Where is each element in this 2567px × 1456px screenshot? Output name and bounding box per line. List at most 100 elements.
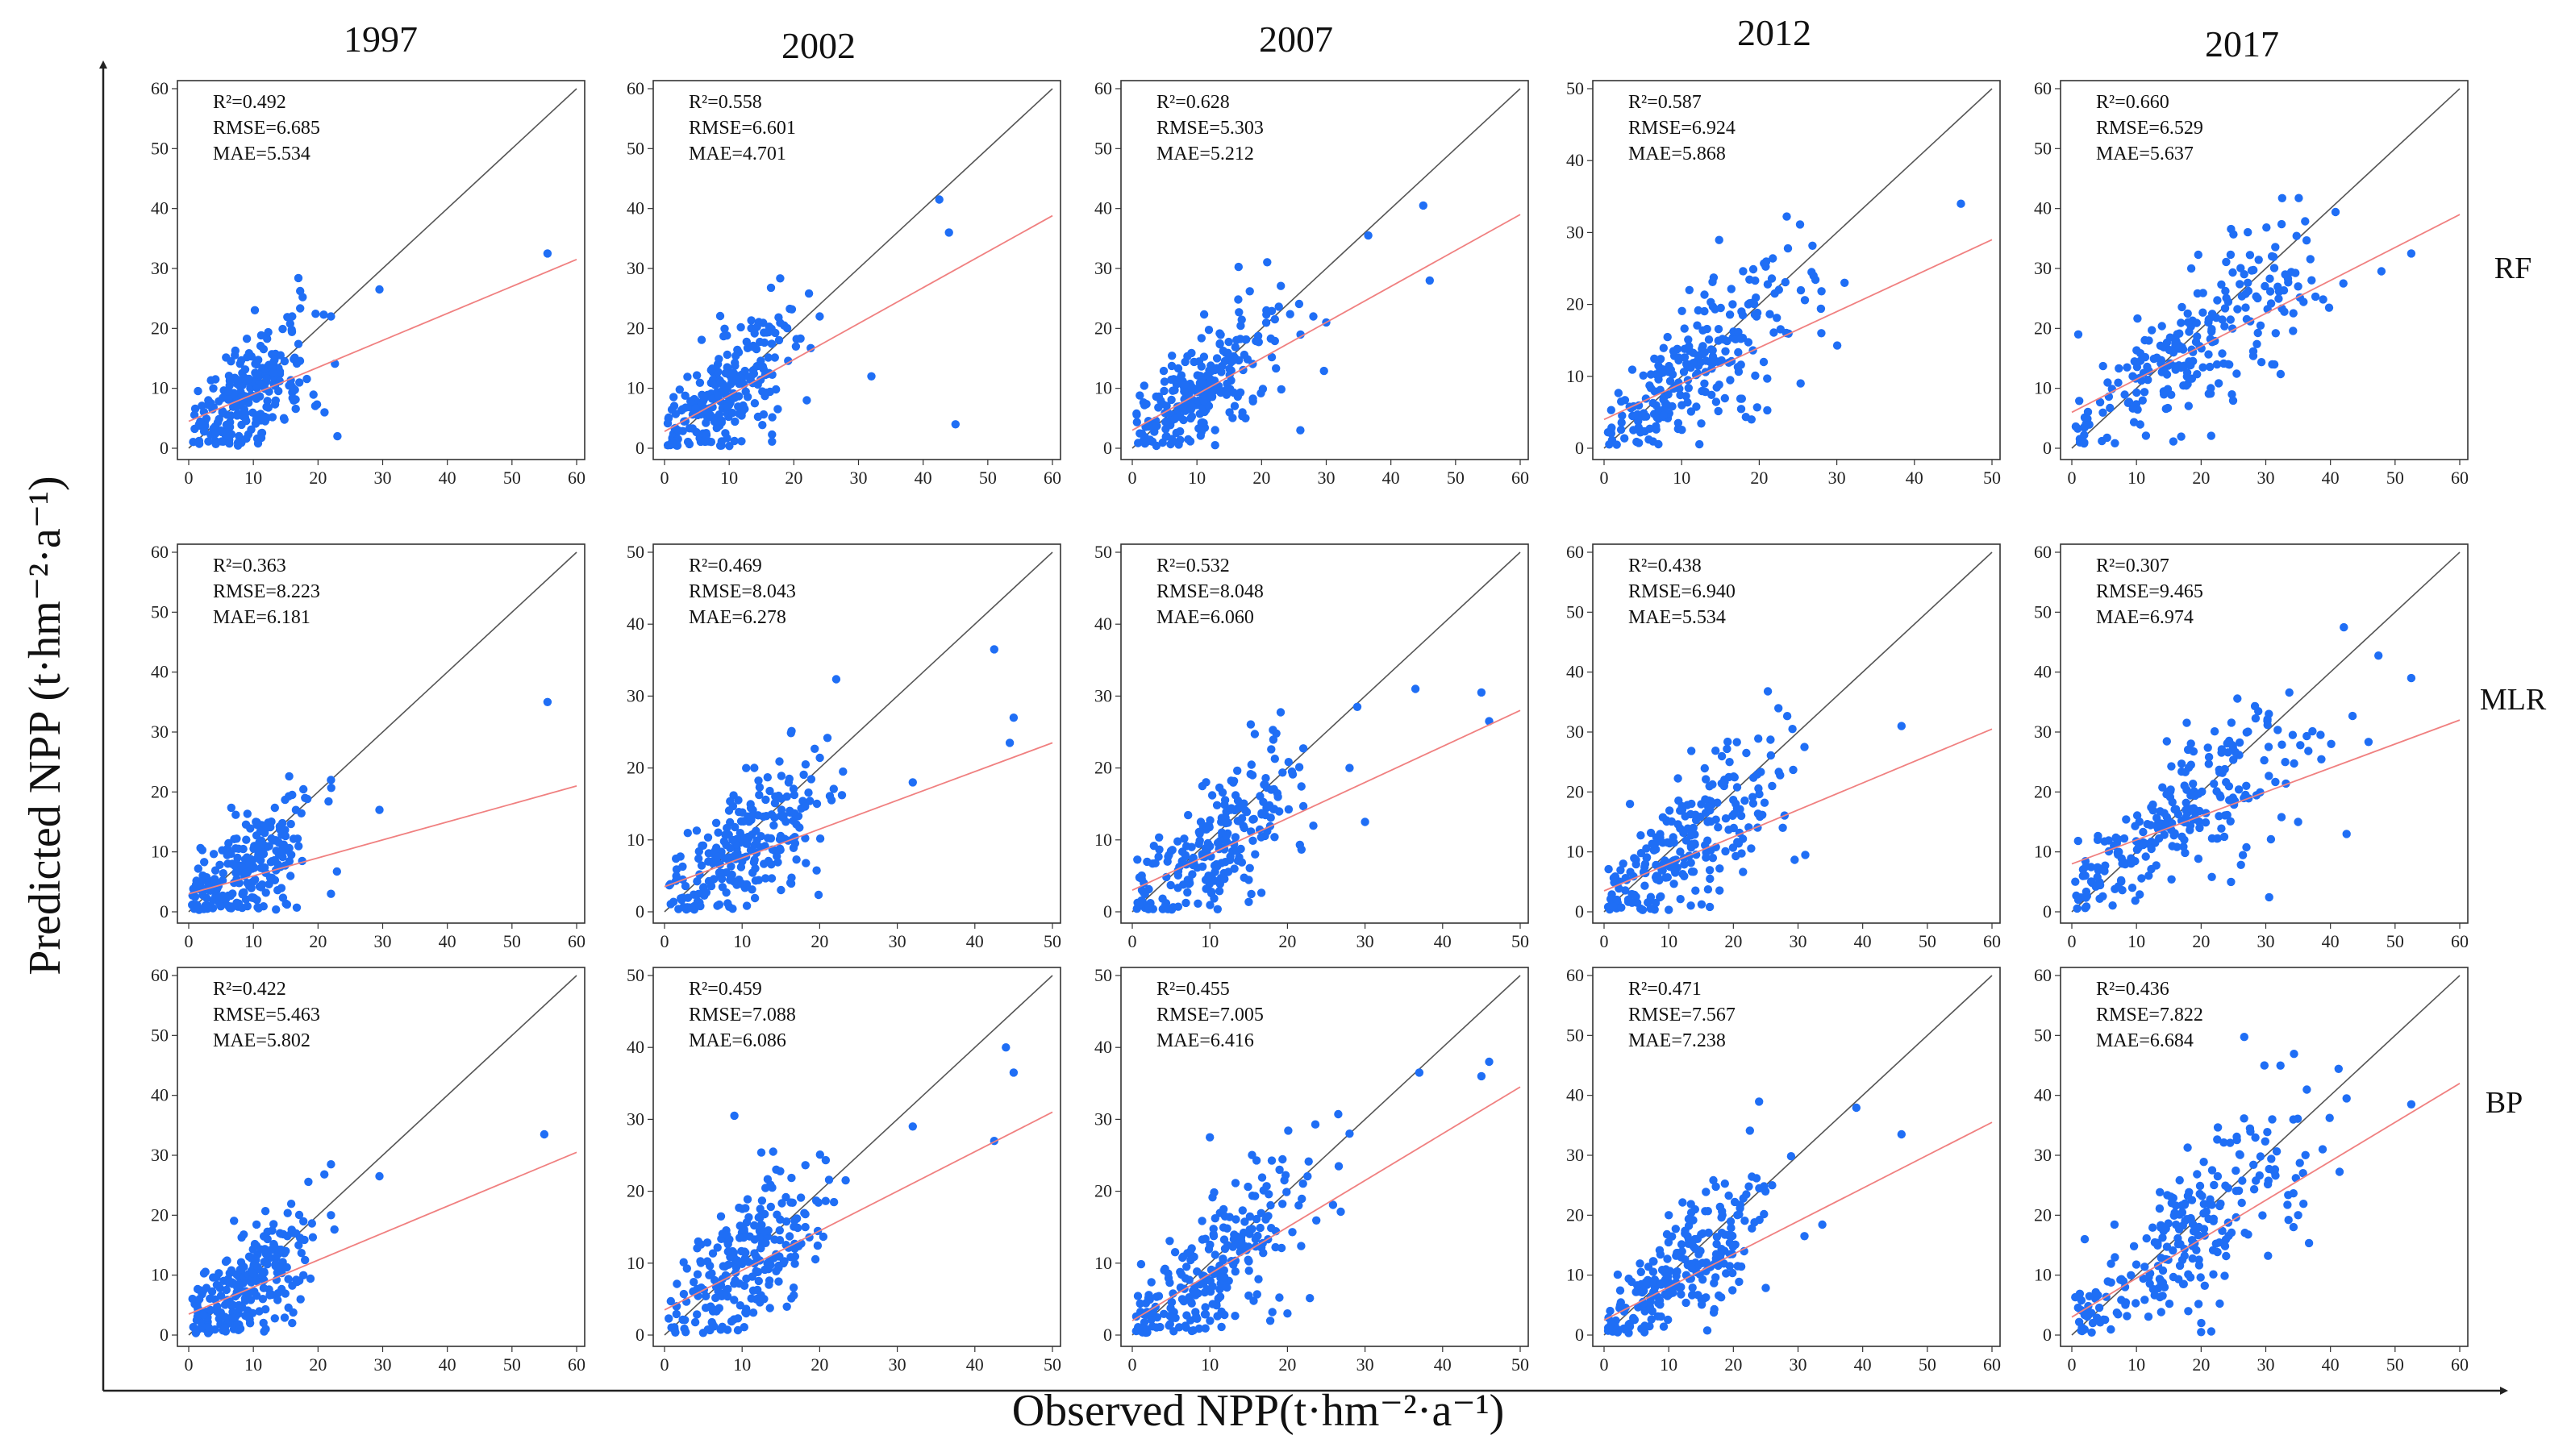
data-point xyxy=(1725,1262,1735,1271)
data-point xyxy=(204,437,213,446)
data-point xyxy=(777,794,786,803)
data-point xyxy=(714,828,723,837)
data-point xyxy=(2281,758,2290,767)
x-tick-label: 50 xyxy=(2386,1354,2404,1375)
data-point xyxy=(2213,296,2222,305)
fit-line xyxy=(1603,1121,1993,1321)
y-tick-label: 30 xyxy=(2034,1145,2052,1165)
data-point xyxy=(1197,418,1206,427)
data-point xyxy=(241,820,251,829)
y-tick-label: 40 xyxy=(1566,662,1584,682)
data-point xyxy=(1688,1283,1697,1292)
data-point xyxy=(2129,1242,2139,1251)
plot-frame xyxy=(652,543,1061,924)
data-point xyxy=(2255,1171,2264,1180)
y-tick-label: 0 xyxy=(1103,901,1112,921)
data-point xyxy=(2137,874,2146,883)
data-point xyxy=(1183,888,1192,897)
data-point xyxy=(2264,1251,2273,1260)
data-point xyxy=(1170,414,1179,423)
data-point xyxy=(812,799,822,809)
data-point xyxy=(375,805,384,814)
plot-frame xyxy=(652,80,1061,460)
data-point xyxy=(1744,338,1753,347)
y-tick-label: 30 xyxy=(627,685,644,705)
data-point xyxy=(2180,1200,2190,1209)
data-point xyxy=(1605,440,1614,449)
data-point xyxy=(1296,330,1305,339)
data-point xyxy=(201,1267,210,1276)
data-point xyxy=(2148,1223,2157,1232)
data-point xyxy=(2264,743,2273,751)
data-point xyxy=(1273,792,1282,801)
data-point xyxy=(743,1195,752,1204)
data-point xyxy=(204,400,213,410)
x-tick-label: 30 xyxy=(2257,468,2275,488)
data-point xyxy=(2132,363,2142,372)
data-point xyxy=(790,1216,799,1225)
data-point xyxy=(1630,890,1639,900)
data-point xyxy=(1678,1198,1687,1207)
data-point xyxy=(2199,1208,2208,1218)
x-tick-label: 20 xyxy=(309,468,327,488)
data-point xyxy=(792,335,801,343)
data-point xyxy=(2246,1127,2255,1136)
y-tick-label: 10 xyxy=(2034,1265,2052,1285)
data-point xyxy=(2222,257,2231,267)
data-point xyxy=(761,1265,769,1275)
data-point xyxy=(2238,851,2248,859)
data-point xyxy=(1248,815,1257,824)
data-point xyxy=(2147,844,2156,854)
data-point xyxy=(1194,387,1203,396)
data-point xyxy=(1690,839,1699,848)
data-point xyxy=(1211,1250,1220,1259)
data-point xyxy=(1681,1255,1690,1264)
year-label: 2012 xyxy=(1737,12,1811,53)
data-point xyxy=(222,1285,231,1295)
data-point xyxy=(2183,1143,2192,1152)
data-point xyxy=(801,1222,810,1232)
data-point xyxy=(779,1258,788,1268)
data-point xyxy=(2301,217,2310,226)
data-point xyxy=(769,821,778,830)
data-point xyxy=(2193,1170,2202,1179)
data-point xyxy=(1270,336,1280,346)
data-point xyxy=(1625,800,1635,809)
data-point xyxy=(1766,751,1775,760)
data-point xyxy=(2207,1327,2216,1336)
data-point xyxy=(1219,1204,1228,1214)
panel-rf-1997: 0 10 20 30 40 50 600102030405060R²=0.492RMSE=6… xyxy=(151,78,585,488)
data-point xyxy=(302,374,311,384)
data-point xyxy=(2210,1180,2219,1190)
data-point xyxy=(1231,1215,1240,1224)
data-point xyxy=(1650,354,1659,364)
data-point xyxy=(1781,277,1790,287)
data-point xyxy=(740,834,749,842)
data-point xyxy=(1615,1286,1625,1295)
data-point xyxy=(1231,343,1240,352)
x-tick-label: 50 xyxy=(1447,468,1465,488)
data-point xyxy=(1760,1209,1769,1219)
data-point xyxy=(827,796,836,805)
data-point xyxy=(2265,287,2275,296)
data-point xyxy=(1763,687,1773,696)
stat-mae: MAE=5.534 xyxy=(213,144,310,164)
data-point xyxy=(1748,1224,1756,1233)
data-point xyxy=(1186,1255,1195,1265)
data-point xyxy=(1616,866,1625,875)
data-point xyxy=(1663,1272,1673,1281)
x-tick-label: 30 xyxy=(1356,1354,1374,1375)
stat-r2: R²=0.307 xyxy=(2096,555,2169,576)
data-point xyxy=(232,834,241,843)
data-point xyxy=(259,1283,269,1292)
data-point xyxy=(1133,855,1142,864)
data-point xyxy=(1687,867,1697,876)
data-point xyxy=(1752,293,1761,302)
data-point xyxy=(1696,358,1705,367)
data-point xyxy=(1266,813,1275,822)
data-point xyxy=(1612,895,1622,905)
x-tick-label: 40 xyxy=(1434,931,1452,951)
data-point xyxy=(802,859,811,867)
data-point xyxy=(1725,310,1735,319)
x-tick-label: 30 xyxy=(2257,1354,2275,1375)
